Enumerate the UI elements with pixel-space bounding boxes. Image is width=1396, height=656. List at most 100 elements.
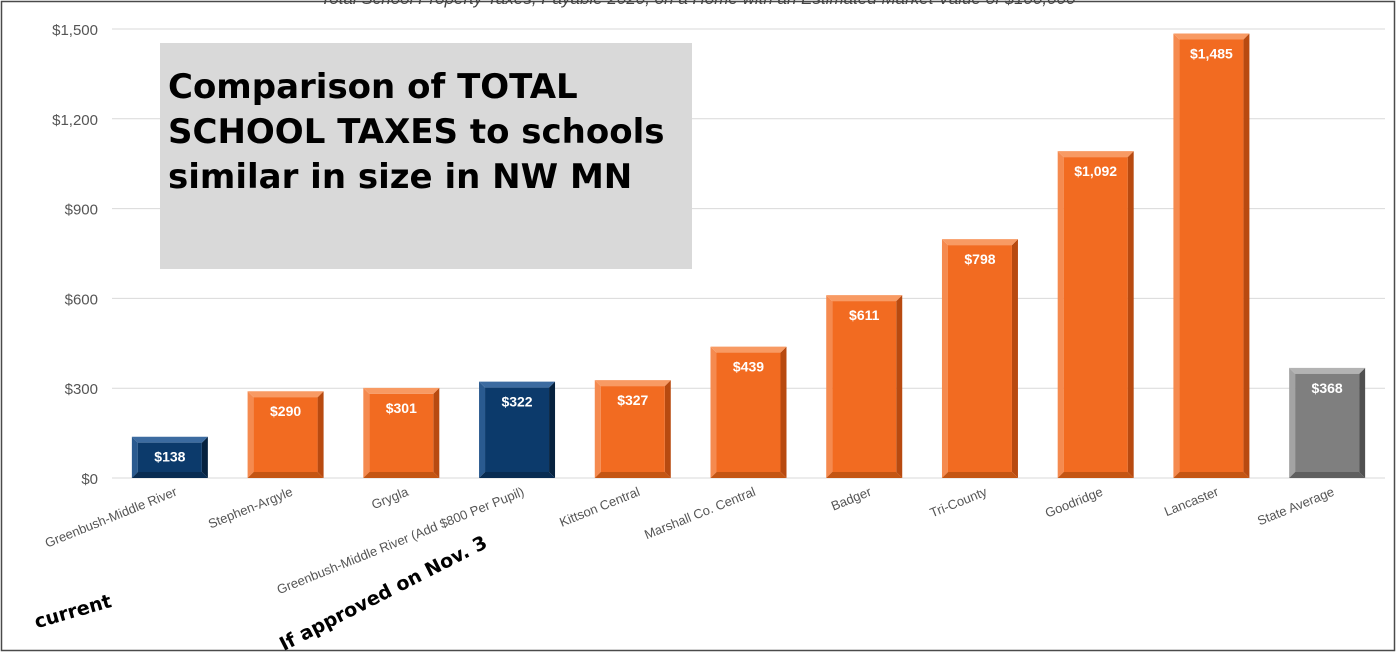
chart-header: Total School Property Taxes, Payable 202… <box>320 0 1076 8</box>
bar-value-label: $368 <box>1312 380 1343 396</box>
bar-face-top <box>363 387 440 394</box>
bar: $322 <box>479 381 556 478</box>
y-tick-label: $600 <box>65 291 98 308</box>
x-tick-label: Tri-County <box>928 484 990 521</box>
bar-face-top <box>594 380 671 387</box>
bar-face-bottom <box>479 472 556 478</box>
bar-face-left <box>1173 33 1180 479</box>
bar-face-front <box>485 387 550 472</box>
bar-face-left <box>826 295 833 478</box>
bar-face-left <box>479 381 486 478</box>
bar: $301 <box>363 387 440 478</box>
y-tick-label: $900 <box>65 202 98 219</box>
bar-face-right <box>549 381 556 478</box>
y-tick-label: $1,500 <box>52 22 98 39</box>
bar-face-right <box>317 391 324 478</box>
bar: $327 <box>594 380 671 478</box>
bar: $290 <box>247 391 324 478</box>
bar-face-left <box>1289 367 1296 478</box>
bar-face-front <box>253 397 318 472</box>
bar: $439 <box>710 346 787 478</box>
bar-face-top <box>1057 151 1134 158</box>
bar-face-left <box>247 391 254 478</box>
bars: $138 $290 $301 $322 $327 $439 $611 $798 $1,092 $1… <box>131 33 1366 479</box>
bar-face-bottom <box>1173 472 1250 478</box>
x-tick-label: Kittson Central <box>557 484 642 530</box>
callout-line-2: SCHOOL TAXES to schools <box>168 112 665 152</box>
x-tick-label: State Average <box>1255 484 1336 528</box>
bar-face-top <box>1173 33 1250 40</box>
bar-face-front <box>1179 39 1244 473</box>
x-tick-label: Stephen-Argyle <box>206 484 295 531</box>
bar-value-label: $138 <box>154 449 185 465</box>
bar-face-right <box>1011 239 1018 478</box>
bar-face-bottom <box>1289 472 1366 478</box>
bar-face-top <box>131 436 208 443</box>
bar-value-label: $611 <box>849 307 880 323</box>
bar: $1,092 <box>1057 151 1134 479</box>
bar-face-right <box>896 295 903 478</box>
bar-face-left <box>594 380 601 478</box>
x-tick-label: Grygla <box>369 484 411 513</box>
bar: $1,485 <box>1173 33 1250 479</box>
bar-value-label: $290 <box>270 403 301 419</box>
bar-face-bottom <box>710 472 787 478</box>
bar-face-top <box>826 295 903 302</box>
x-axis-labels: Greenbush-Middle River Stephen-Argyle Gryg… <box>43 484 1337 598</box>
x-tick-label: Badger <box>829 484 874 514</box>
bar: $138 <box>131 436 208 478</box>
y-tick-label: $300 <box>65 381 98 398</box>
bar-face-front <box>716 352 781 472</box>
bar: $368 <box>1289 367 1366 478</box>
x-tick-label: Marshall Co. Central <box>642 484 758 542</box>
bar-face-top <box>479 381 556 388</box>
bar-face-bottom <box>941 472 1018 478</box>
bar-face-front <box>947 245 1012 472</box>
bar-face-right <box>1127 151 1134 479</box>
bar: $798 <box>941 239 1018 478</box>
y-axis-ticks: $0 $300 $600 $900 $1,200 $1,500 <box>52 22 98 488</box>
bar-face-right <box>664 380 671 478</box>
callout-line-3: similar in size in NW MN <box>168 157 633 197</box>
bar-face-front <box>1295 373 1360 472</box>
bar-face-right <box>201 436 208 478</box>
bar-face-bottom <box>131 472 208 478</box>
bar-face-front <box>369 393 434 472</box>
x-tick-label: Lancaster <box>1162 484 1221 520</box>
bar-face-left <box>941 239 948 478</box>
bar-face-bottom <box>594 472 671 478</box>
bar-face-left <box>131 436 138 478</box>
bar-face-top <box>710 346 787 353</box>
bar-face-right <box>1243 33 1250 479</box>
bar-face-left <box>1057 151 1064 479</box>
bar-value-label: $301 <box>386 400 417 416</box>
callout-line-1: Comparison of TOTAL <box>168 67 578 107</box>
bar-value-label: $327 <box>617 392 648 408</box>
bar-face-right <box>1359 367 1366 478</box>
bar: $611 <box>826 295 903 478</box>
bar-face-front <box>1063 157 1128 473</box>
callout-box: Comparison of TOTAL SCHOOL TAXES to scho… <box>160 43 692 269</box>
bar-value-label: $798 <box>964 251 995 267</box>
bar-face-front <box>137 442 202 472</box>
bar-face-front <box>600 386 665 472</box>
y-tick-label: $1,200 <box>52 112 98 129</box>
bar-face-front <box>832 301 897 472</box>
bar-face-right <box>780 346 787 478</box>
bar-face-top <box>247 391 324 398</box>
bar-face-top <box>941 239 1018 246</box>
bar-value-label: $1,485 <box>1190 45 1233 61</box>
bar-value-label: $322 <box>501 394 532 410</box>
bar-face-left <box>363 387 370 478</box>
bar-face-left <box>710 346 717 478</box>
bar-value-label: $1,092 <box>1074 163 1117 179</box>
bar-face-bottom <box>247 472 324 478</box>
bar-face-top <box>1289 367 1366 374</box>
bar-face-bottom <box>1057 472 1134 478</box>
y-tick-label: $0 <box>81 471 98 488</box>
x-tick-label: Greenbush-Middle River <box>43 484 180 551</box>
x-tick-label: Goodridge <box>1043 484 1105 521</box>
